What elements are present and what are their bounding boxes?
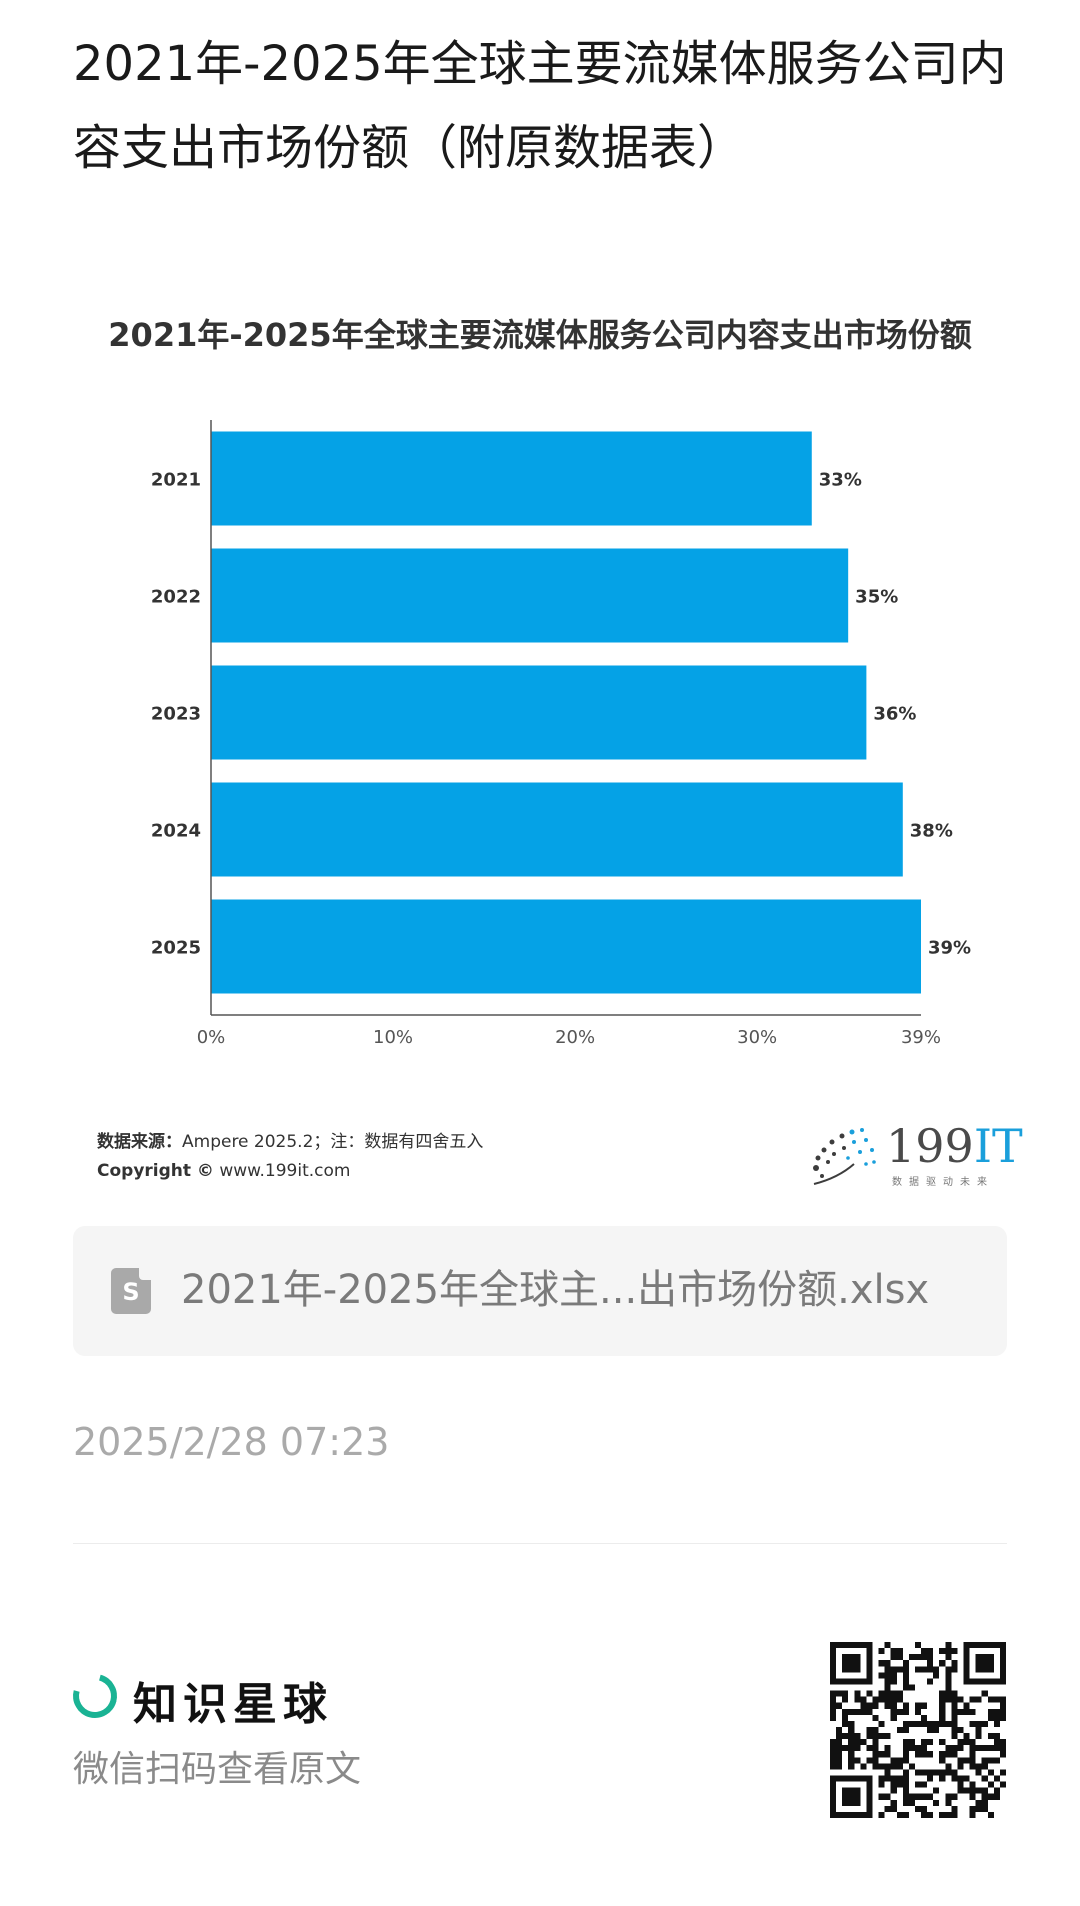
data-label-2025: 39% — [928, 938, 971, 959]
page-title: 2021年-2025年全球主要流媒体服务公司内容支出市场份额（附原数据表） — [73, 36, 1007, 176]
category-label-2024: 2024 — [151, 821, 201, 842]
divider — [73, 1543, 1007, 1544]
source-block: 数据来源：Ampere 2025.2；注：数据有四舍五入 Copyright ©… — [97, 1128, 483, 1186]
attachment-file-name[interactable]: 2021年-2025年全球主...出市场份额.xlsx — [181, 1267, 930, 1313]
category-label-2025: 2025 — [151, 938, 201, 959]
qr-code-icon[interactable] — [830, 1642, 1006, 1818]
category-label-2021: 2021 — [151, 470, 201, 491]
category-label-2022: 2022 — [151, 587, 201, 608]
logo-number: 199 — [886, 1119, 974, 1173]
logo-suffix: IT — [973, 1119, 1023, 1173]
x-tick-label-2: 20% — [555, 1027, 595, 1048]
planet-ring-icon — [64, 1665, 126, 1727]
logo-slogan: 数据驱动未来 — [892, 1177, 994, 1188]
x-tick-label-4: 39% — [901, 1027, 941, 1048]
dandelion-logo-icon — [813, 1128, 876, 1185]
chart-title: 2021年-2025年全球主要流媒体服务公司内容支出市场份额 — [108, 316, 972, 354]
data-label-2022: 35% — [855, 587, 898, 608]
bar-2021 — [211, 431, 812, 526]
bar-2025 — [211, 899, 921, 994]
publish-timestamp: 2025/2/28 07:23 — [73, 1420, 390, 1464]
x-tick-label-0: 0% — [197, 1027, 226, 1048]
chart-card: 2021年-2025年全球主要流媒体服务公司内容支出市场份额 2021 33% 20… — [73, 290, 1007, 1210]
category-label-2023: 2023 — [151, 704, 201, 725]
spreadsheet-file-icon: S — [111, 1268, 151, 1314]
x-tick-label-3: 30% — [737, 1027, 777, 1048]
199it-logo: 199IT 数据驱动未来 — [808, 1118, 1023, 1190]
copyright-label: Copyright © — [97, 1161, 214, 1181]
logo-text: 199IT — [886, 1118, 1023, 1174]
bar-chart: 2021 33% 2022 35% 2023 36% 2024 38% 2025 39% 0% 10%… — [151, 420, 971, 1048]
data-label-2021: 33% — [819, 470, 862, 491]
attachment-card[interactable]: S 2021年-2025年全球主...出市场份额.xlsx — [73, 1226, 1007, 1356]
bar-2022 — [211, 548, 849, 643]
brand-name: 知识星球 — [133, 1679, 333, 1730]
bar-2023 — [211, 665, 867, 760]
source-label: 数据来源： — [97, 1132, 182, 1152]
x-tick-label-1: 10% — [373, 1027, 413, 1048]
bar-2024 — [211, 782, 903, 877]
data-label-2023: 36% — [873, 704, 916, 725]
qr-modules — [830, 1642, 1006, 1818]
source-text: Ampere 2025.2；注：数据有四舍五入 — [182, 1132, 484, 1152]
copyright-url[interactable]: www.199it.com — [219, 1161, 351, 1181]
copyright-line: Copyright © www.199it.com — [97, 1157, 483, 1186]
data-label-2024: 38% — [910, 821, 953, 842]
source-line: 数据来源：Ampere 2025.2；注：数据有四舍五入 — [97, 1128, 483, 1157]
brand-subtitle: 微信扫码查看原文 — [73, 1749, 362, 1790]
